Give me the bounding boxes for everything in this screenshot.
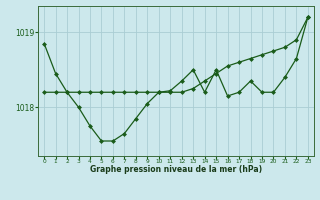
X-axis label: Graphe pression niveau de la mer (hPa): Graphe pression niveau de la mer (hPa) [90,165,262,174]
